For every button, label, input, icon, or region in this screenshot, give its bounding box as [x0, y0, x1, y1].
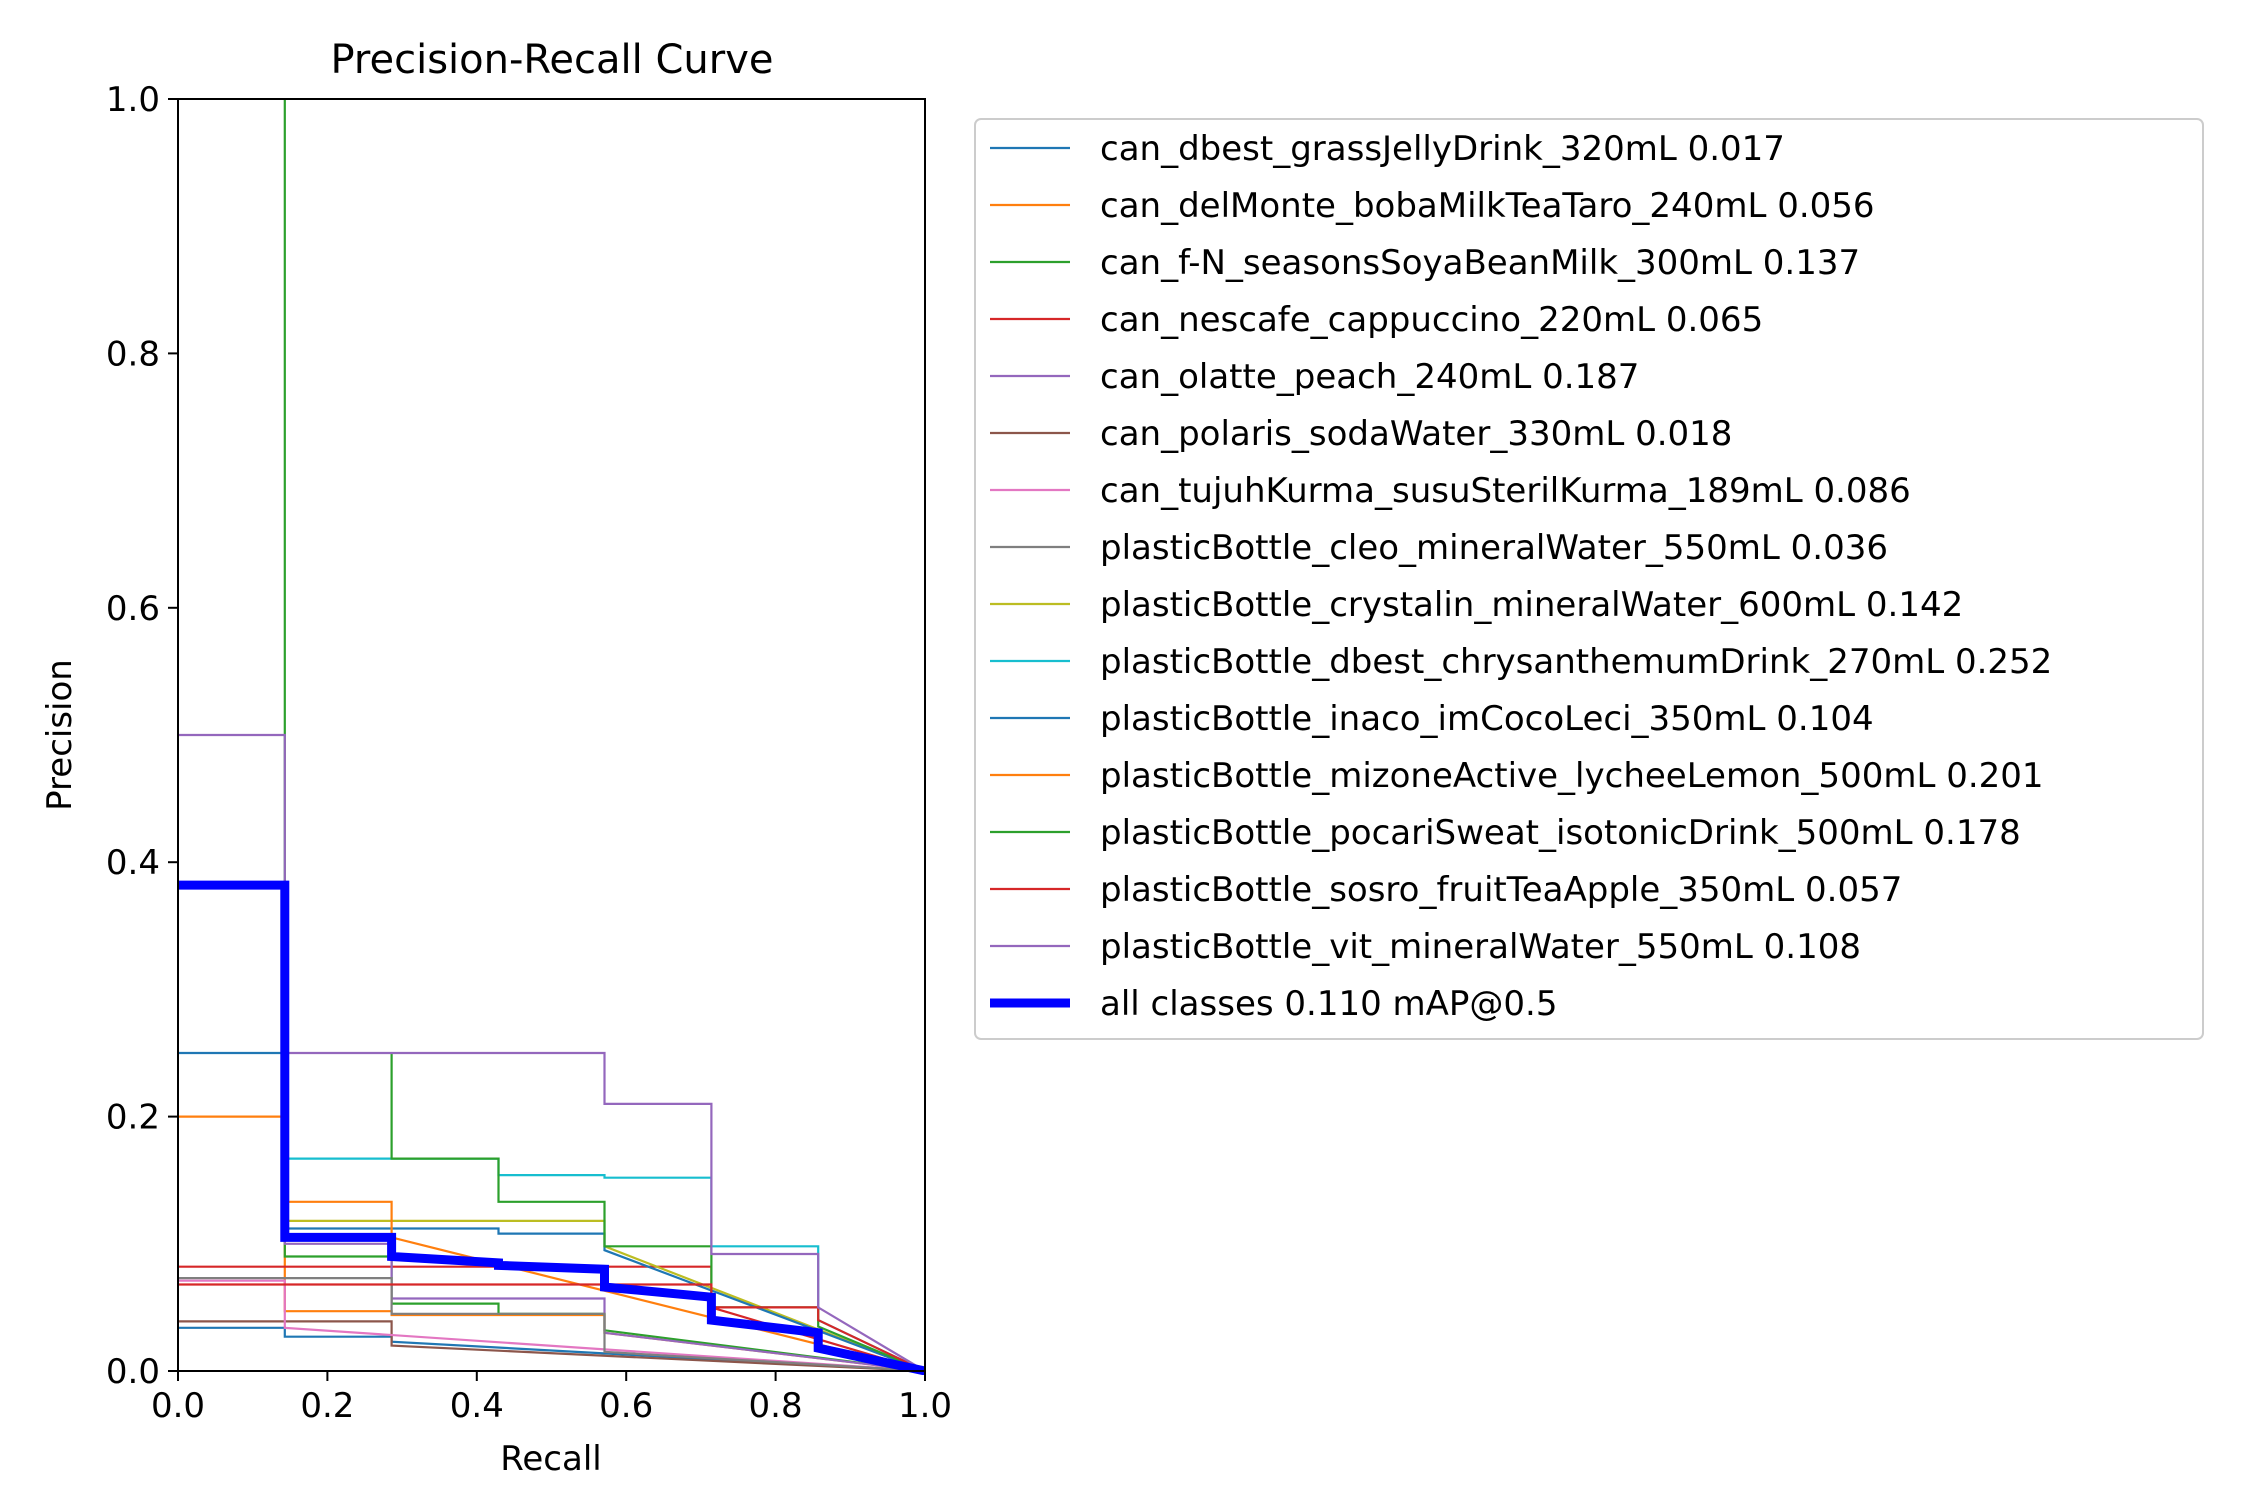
- plot-frame: [177, 98, 926, 1372]
- legend-entry-label: all classes 0.110 mAP@0.5: [1100, 984, 1557, 1024]
- y-tick-label: 0.2: [106, 1098, 160, 1138]
- x-tick-label: 0.8: [749, 1386, 803, 1426]
- legend-entry-label: can_nescafe_cappuccino_220mL 0.065: [1100, 300, 1763, 340]
- legend-entry-label: can_delMonte_bobaMilkTeaTaro_240mL 0.056: [1100, 186, 1875, 226]
- x-tick-label: 0.0: [151, 1386, 205, 1426]
- x-axis: 0.0 0.2 0.4 0.6 0.8 1.0: [151, 1371, 952, 1426]
- x-tick-label: 0.2: [300, 1386, 354, 1426]
- legend-entry-label: plasticBottle_dbest_chrysanthemumDrink_2…: [1100, 642, 2052, 682]
- y-tick-label: 0.0: [106, 1352, 160, 1392]
- series-line-7: [178, 1276, 926, 1373]
- legend-entry-label: plasticBottle_inaco_imCocoLeci_350mL 0.1…: [1100, 699, 1874, 739]
- legend-entry-label: can_olatte_peach_240mL 0.187: [1100, 357, 1639, 397]
- y-axis: 0.0 0.2 0.4 0.6 0.8 1.0: [106, 80, 178, 1392]
- legend-entry-label: can_tujuhKurma_susuSterilKurma_189mL 0.0…: [1100, 471, 1911, 511]
- y-tick-label: 0.8: [106, 334, 160, 374]
- legend-entry-label: plasticBottle_mizoneActive_lycheeLemon_5…: [1100, 756, 2044, 796]
- y-tick-label: 0.6: [106, 589, 160, 629]
- x-tick-label: 1.0: [898, 1386, 952, 1426]
- x-axis-label: Recall: [500, 1439, 601, 1479]
- y-tick-label: 0.4: [106, 843, 160, 883]
- legend-entry-label: can_f-N_seasonsSoyaBeanMilk_300mL 0.137: [1100, 243, 1860, 283]
- x-tick-label: 0.4: [450, 1386, 504, 1426]
- legend-entry-label: plasticBottle_crystalin_mineralWater_600…: [1100, 585, 1963, 625]
- chart-title: Precision-Recall Curve: [331, 37, 774, 83]
- curves-layer: [178, 99, 926, 1375]
- series-line-0: [178, 1326, 926, 1373]
- legend-entry-label: plasticBottle_sosro_fruitTeaApple_350mL …: [1100, 870, 1902, 910]
- y-tick-label: 1.0: [106, 80, 160, 120]
- legend-entry-label: can_polaris_sodaWater_330mL 0.018: [1100, 414, 1732, 454]
- x-tick-label: 0.6: [599, 1386, 653, 1426]
- legend: can_dbest_grassJellyDrink_320mL 0.017 can…: [974, 118, 2204, 1040]
- legend-entry-label: plasticBottle_vit_mineralWater_550mL 0.1…: [1100, 927, 1861, 967]
- legend-frame: [974, 118, 2204, 1040]
- series-line-all-classes: [178, 880, 926, 1375]
- legend-entry-label: plasticBottle_pocariSweat_isotonicDrink_…: [1100, 813, 2021, 853]
- series-line-11: [284, 1200, 926, 1373]
- legend-entry-label: can_dbest_grassJellyDrink_320mL 0.017: [1100, 129, 1785, 169]
- y-axis-label: Precision: [40, 659, 80, 811]
- series-line-14: [284, 1051, 926, 1372]
- legend-entry-label: plasticBottle_cleo_mineralWater_550mL 0.…: [1100, 528, 1888, 568]
